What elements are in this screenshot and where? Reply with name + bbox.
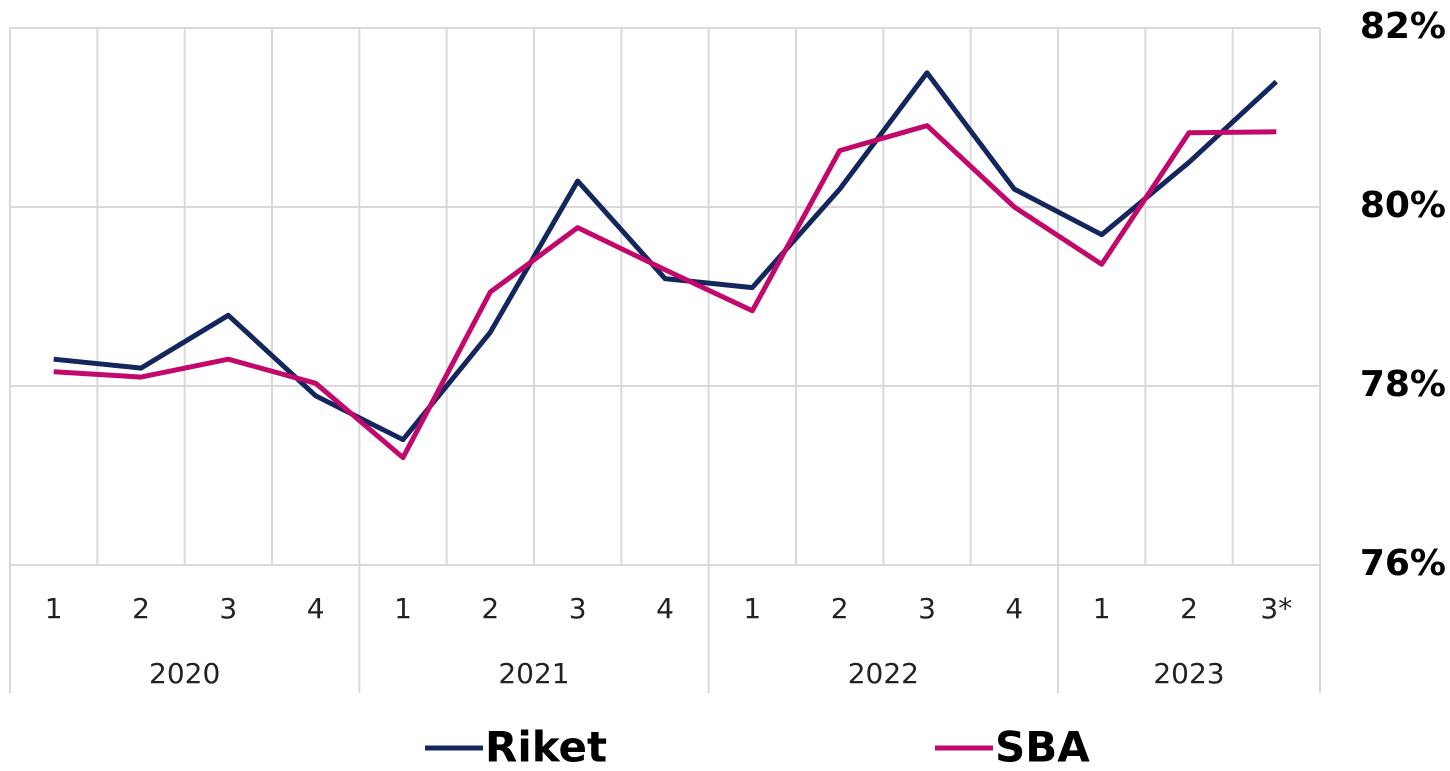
y-tick-label: 82%: [1360, 6, 1446, 47]
legend-label: SBA: [995, 723, 1090, 771]
x-tick-label: 1: [45, 592, 63, 625]
x-tick-label: 2: [481, 592, 499, 625]
x-tick-label: 4: [656, 592, 674, 625]
year-label: 2021: [498, 657, 569, 690]
year-label: 2020: [149, 657, 220, 690]
x-tick-label: 2: [831, 592, 849, 625]
legend-label: Riket: [485, 723, 607, 771]
x-tick-label: 1: [743, 592, 761, 625]
x-tick-label: 3*: [1260, 592, 1292, 625]
x-tick-label: 2: [1180, 592, 1198, 625]
y-tick-label: 76%: [1360, 543, 1446, 584]
x-tick-label: 3: [918, 592, 936, 625]
series-line: [53, 123, 1277, 461]
x-tick-label: 2: [132, 592, 150, 625]
x-tick-label: 1: [1093, 592, 1111, 625]
year-label: 2023: [1153, 657, 1224, 690]
x-tick-label: 1: [394, 592, 412, 625]
y-tick-label: 80%: [1360, 185, 1446, 226]
series-line: [53, 70, 1278, 443]
year-label: 2022: [848, 657, 919, 690]
x-tick-label: 3: [569, 592, 587, 625]
x-tick-label: 4: [307, 592, 325, 625]
x-tick-label: 3: [219, 592, 237, 625]
y-tick-label: 78%: [1360, 364, 1446, 405]
x-tick-label: 4: [1005, 592, 1023, 625]
